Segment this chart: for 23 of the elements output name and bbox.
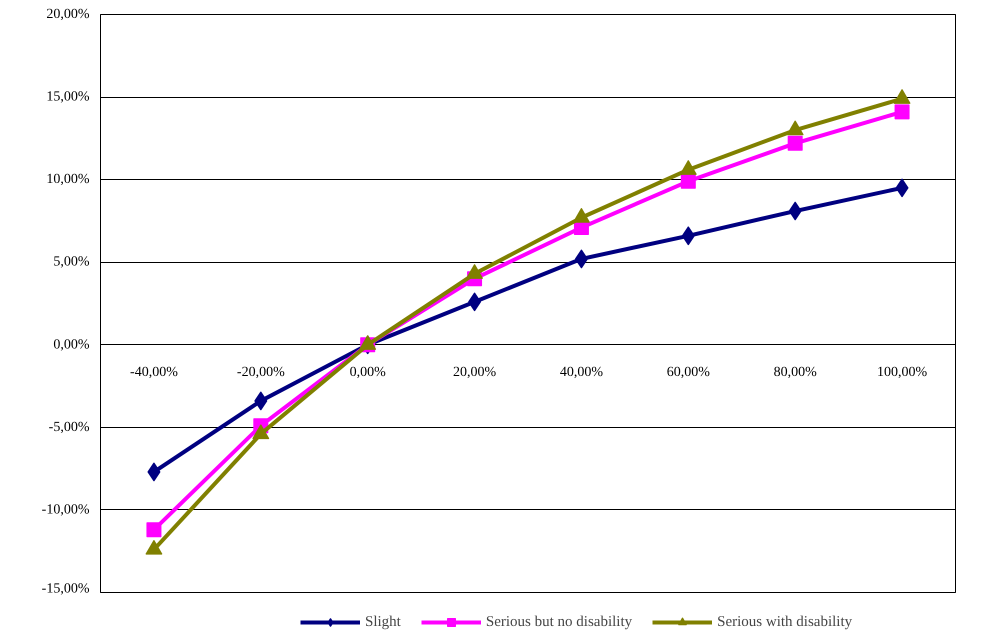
legend-label: Slight (365, 614, 401, 630)
y-tick-label: -10,00% (42, 502, 90, 518)
x-tick-label: 100,00% (876, 364, 928, 380)
y-tick-label: 10,00% (46, 172, 90, 188)
y-tick-label: 0,00% (53, 337, 90, 352)
x-tick-label: 80,00% (774, 364, 818, 380)
y-tick-label: -5,00% (48, 420, 90, 435)
y-tick-label: 20,00% (46, 7, 90, 22)
x-tick-label: 60,00% (666, 364, 710, 380)
x-tick-label: -20,00% (236, 364, 286, 380)
point (146, 522, 162, 538)
point (788, 136, 803, 151)
legend-label: Serious but no disability (486, 614, 632, 630)
x-tick-label: 20,00% (452, 364, 496, 380)
x-tick-label: 0,00% (350, 364, 386, 380)
y-tick-label: 5,00% (53, 254, 90, 270)
legend-label: Serious with disability (717, 614, 852, 630)
y-tick-label: 15,00% (46, 90, 90, 105)
y-tick-label: -15,00% (42, 582, 90, 596)
x-tick-label: -40,00% (130, 364, 178, 380)
x-tick-label: 40,00% (560, 364, 604, 380)
point (894, 104, 910, 120)
point (680, 174, 696, 189)
